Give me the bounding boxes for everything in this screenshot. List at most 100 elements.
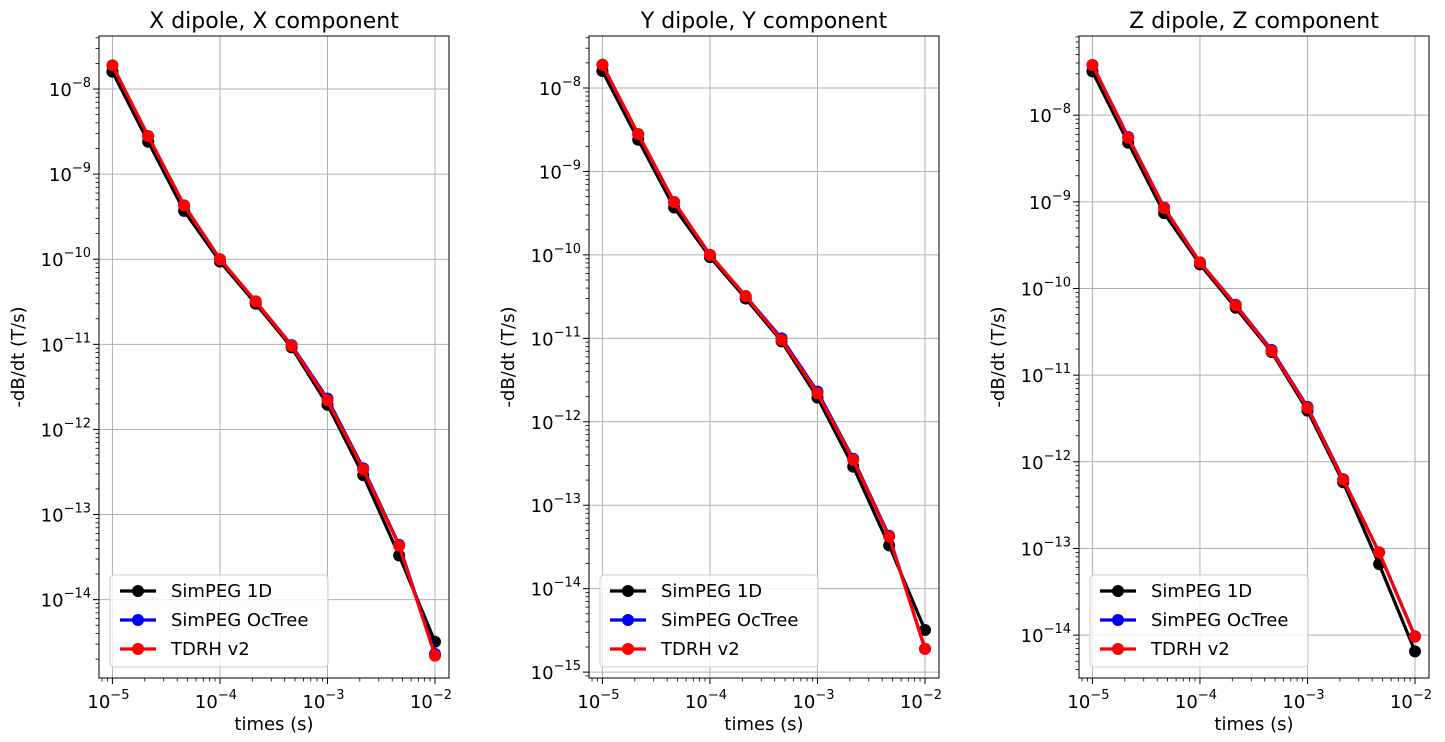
y-tick-label-base: 10 [531,496,554,517]
legend-item: SimPEG 1D [610,581,762,602]
data-point [1193,256,1206,269]
data-point [106,59,119,72]
y-tick-label-base: 10 [1021,626,1044,647]
x-tick-label: 10−4 [685,688,727,713]
data-point [883,530,896,543]
data-point [1373,546,1386,559]
y-tick-label-base: 10 [539,162,562,183]
minor-ticks [585,37,921,682]
data-point [1265,344,1278,357]
y-tick-label: 10−9 [1029,189,1071,214]
y-tick-label-base: 10 [41,506,64,527]
data-point [668,196,681,209]
legend-frame [1089,574,1309,668]
y-tick-label-base: 10 [41,335,64,356]
y-tick-label-base: 10 [49,165,72,186]
y-tick-label-exponent: −10 [1044,275,1071,290]
x-tick-label-exponent: −3 [325,688,344,703]
x-tick-label-exponent: −5 [600,688,619,703]
x-axis-label: times (s) [1214,714,1293,735]
series-line [600,63,927,650]
legend-label: SimPEG 1D [661,581,762,602]
legend-item: TDRH v2 [120,639,250,660]
data-point [321,394,334,407]
legend-marker [1112,614,1124,626]
y-tick-label-exponent: −14 [554,576,581,591]
y-tick-label-exponent: −12 [554,409,581,424]
y-tick-label: 10−10 [531,242,581,267]
y-tick-label: 10−10 [1021,275,1071,300]
legend-frame [599,574,819,668]
data-point [428,649,441,662]
legend: SimPEG 1D SimPEG OcTree TDRH v2 [599,574,819,668]
legend-marker [622,585,634,597]
y-tick-label-base: 10 [41,420,64,441]
x-tick-label-base: 10 [792,692,815,713]
y-tick-label-exponent: −11 [554,325,581,340]
x-tick-label-base: 10 [900,692,923,713]
minor-ticks [95,37,431,682]
series-line [1090,64,1417,638]
y-tick-label-exponent: −12 [64,416,91,431]
data-point [703,248,716,261]
y-tick-label-base: 10 [49,80,72,101]
y-tick-label-exponent: −15 [554,659,581,674]
y-tick-label-base: 10 [1021,366,1044,387]
legend-marker [132,585,144,597]
x-tick-label: 10−2 [900,688,942,713]
y-tick-label: 10−11 [531,325,581,350]
y-tick-label-exponent: −8 [562,75,581,90]
series-line [110,64,437,657]
x-tick-label-base: 10 [195,692,218,713]
y-tick-label-base: 10 [41,591,64,612]
y-tick-label-exponent: −9 [1052,189,1071,204]
legend-item: SimPEG 1D [1100,581,1252,602]
data-point [1158,201,1171,214]
legend-label: TDRH v2 [660,639,740,660]
y-tick-label-exponent: −11 [1044,362,1071,377]
data-point [811,387,824,400]
x-tick-label-exponent: −4 [218,688,237,703]
y-tick-label-exponent: −9 [72,161,91,176]
x-tick-label: 10−2 [410,688,452,713]
y-tick-label-base: 10 [1029,193,1052,214]
y-tick-label-base: 10 [531,246,554,267]
legend-marker [132,614,144,626]
x-tick-label-base: 10 [1175,692,1198,713]
legend: SimPEG 1D SimPEG OcTree TDRH v2 [109,574,329,668]
y-tick-label-exponent: −8 [72,76,91,91]
x-tick-label-base: 10 [302,692,325,713]
chart-panel-1: 10−5 10−4 10−3 10−210−1410−1310−1210−1110−1… [8,9,452,735]
x-tick-label-base: 10 [1067,692,1090,713]
legend-marker [132,643,144,655]
y-axis-label: -dB/dt (T/s) [498,306,519,407]
y-tick-label: 10−9 [539,158,581,183]
chart-title: X dipole, X component [149,9,399,34]
data-point [1337,473,1350,486]
y-tick-label-exponent: −13 [64,502,91,517]
data-point [1301,401,1314,414]
x-tick-label: 10−5 [1067,688,1109,713]
legend: SimPEG 1D SimPEG OcTree TDRH v2 [1089,574,1309,668]
data-point [249,295,262,308]
x-axis-label: times (s) [724,714,803,735]
x-tick-label: 10−3 [792,688,834,713]
chart-panel-3: 10−5 10−4 10−3 10−210−1410−1310−1210−1110−1… [988,9,1432,735]
series-simpeg-octree [1086,58,1421,643]
data-point [1086,58,1099,71]
x-tick-label-base: 10 [577,692,600,713]
series-tdrh-v2 [596,58,931,655]
y-tick-label: 10−8 [49,76,91,101]
data-point [285,339,298,352]
x-tick-label-base: 10 [410,692,433,713]
y-tick-label-exponent: −14 [64,587,91,602]
x-tick-label: 10−2 [1390,688,1432,713]
y-tick-label: 10−8 [1029,102,1071,127]
y-tick-label-base: 10 [531,413,554,434]
x-tick-label-exponent: −2 [923,688,942,703]
y-tick-label-exponent: −13 [1044,535,1071,550]
x-axis-label: times (s) [234,714,313,735]
x-tick-label: 10−3 [302,688,344,713]
y-tick-label-base: 10 [531,663,554,684]
